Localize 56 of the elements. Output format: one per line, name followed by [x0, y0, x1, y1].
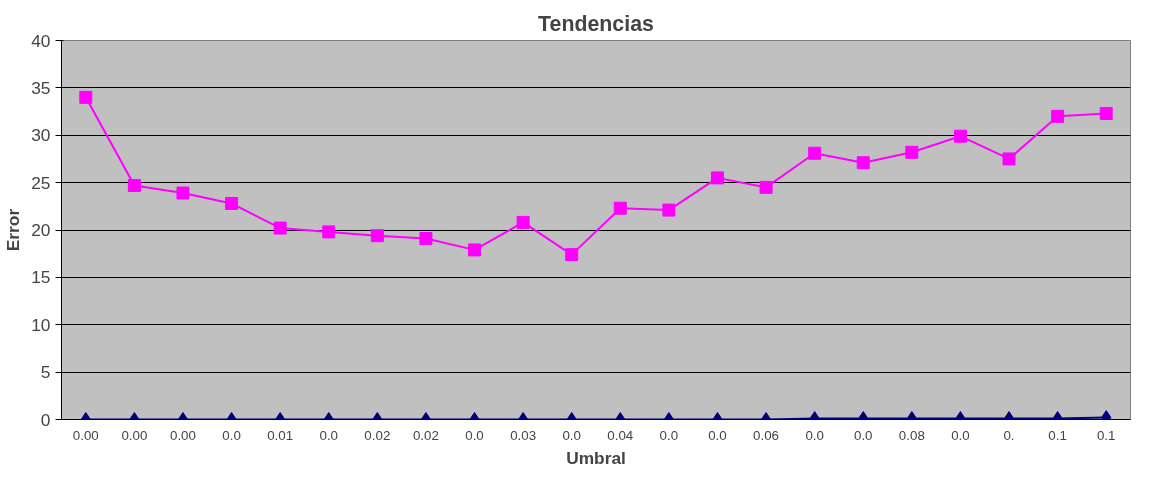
point [856, 156, 870, 170]
x-tick-label: 0.0 [951, 427, 970, 443]
point [322, 225, 336, 239]
x-tick-label: 0.08 [898, 427, 925, 443]
point [808, 146, 822, 160]
point [225, 196, 239, 210]
x-tick-label: 0. [1003, 427, 1015, 443]
x-tick-label: 0.03 [510, 427, 537, 443]
x-tick-label: 0.04 [607, 427, 634, 443]
y-tick-label: 0 [40, 409, 51, 430]
point [662, 203, 676, 217]
point [565, 248, 579, 262]
point [613, 201, 627, 215]
y-tick-label: 30 [31, 125, 51, 146]
point [176, 186, 190, 200]
x-tick-label: 0.02 [364, 427, 391, 443]
y-tick-label: 20 [31, 220, 51, 240]
point [759, 180, 773, 194]
y-tick-label: 5 [40, 362, 51, 383]
point [79, 90, 93, 104]
point [1051, 109, 1065, 123]
y-axis-title: Error [3, 208, 24, 252]
chart-title: Tendencias [538, 11, 654, 36]
x-tick-label: 0.00 [72, 427, 99, 443]
y-tick-label: 15 [31, 267, 51, 288]
y-tick-label: 40 [31, 30, 51, 51]
point [419, 232, 433, 246]
x-tick-label: 0.0 [319, 427, 339, 443]
point [953, 129, 967, 143]
x-tick-label: 0.0 [222, 427, 241, 443]
x-tick-label: 0.1 [1096, 427, 1116, 443]
x-tick-label: 0.0 [853, 427, 873, 443]
x-tick-label: 0.01 [267, 427, 294, 443]
x-tick-label: 0.0 [562, 427, 581, 443]
x-tick-label: 0.00 [121, 427, 148, 443]
point [1002, 152, 1016, 166]
point [127, 178, 141, 192]
point [370, 229, 384, 243]
point [905, 145, 919, 159]
x-tick-label: 0.00 [170, 427, 196, 443]
x-tick-label: 0.06 [753, 427, 780, 443]
y-tick-label: 35 [31, 77, 51, 98]
point [516, 215, 530, 229]
point [468, 243, 482, 257]
x-tick-label: 0.0 [708, 427, 727, 443]
x-tick-label: 0.02 [412, 427, 439, 443]
point [273, 221, 287, 235]
point [1099, 106, 1113, 120]
x-axis-title: Umbral [566, 447, 626, 468]
point [710, 171, 724, 185]
y-tick-label: 10 [31, 314, 51, 335]
x-tick-label: 0.0 [465, 427, 484, 443]
x-tick-label: 0.0 [659, 427, 679, 443]
x-tick-label: 0.0 [805, 427, 824, 443]
y-tick-label: 25 [31, 172, 51, 193]
x-tick-label: 0.1 [1048, 427, 1067, 443]
